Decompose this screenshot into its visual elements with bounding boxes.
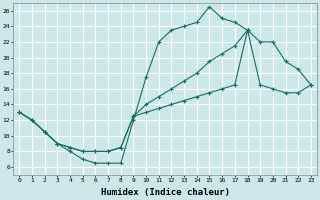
- X-axis label: Humidex (Indice chaleur): Humidex (Indice chaleur): [100, 188, 230, 197]
